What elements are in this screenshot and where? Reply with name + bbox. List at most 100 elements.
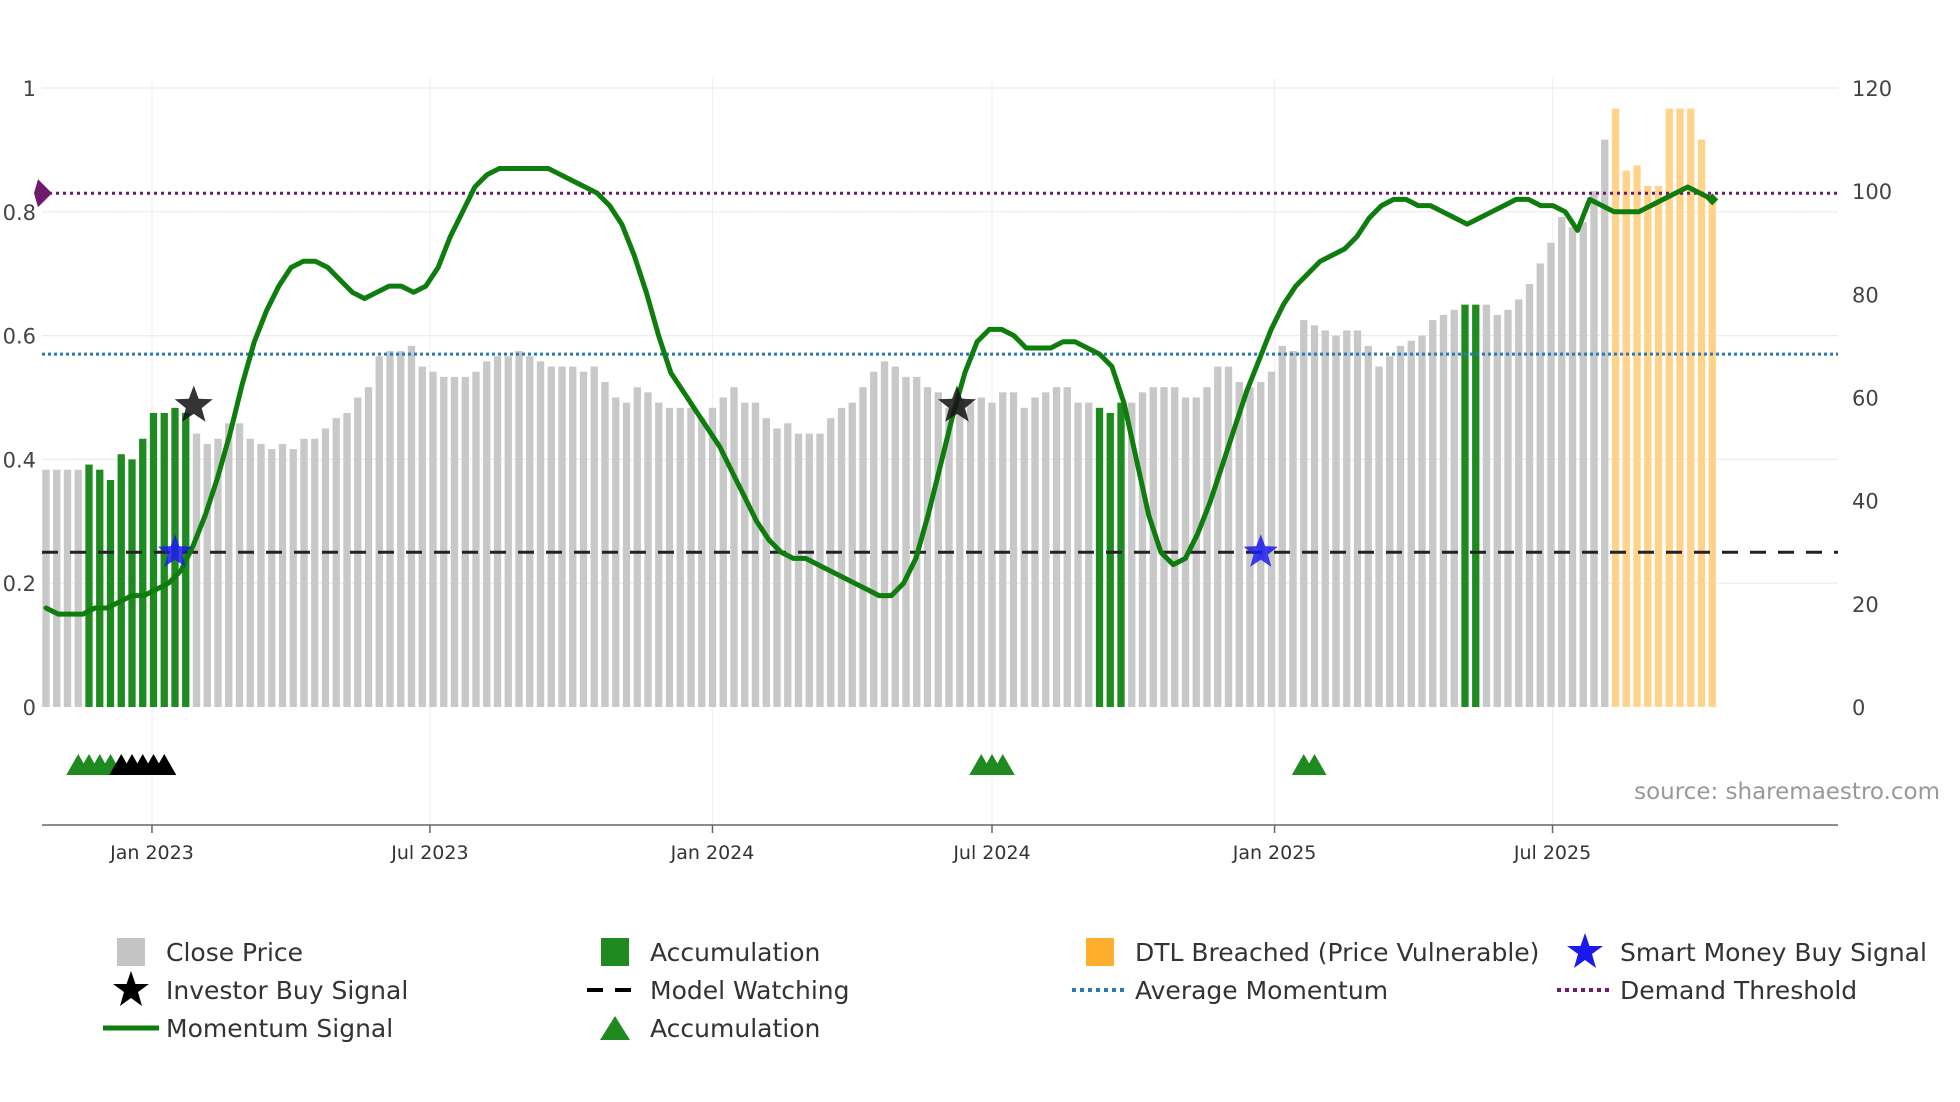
x-tick-label: Jan 2023 bbox=[109, 842, 194, 864]
price-bar bbox=[870, 371, 878, 707]
reference-lines bbox=[34, 179, 1838, 554]
price-bar bbox=[945, 407, 953, 707]
price-bar bbox=[1482, 304, 1491, 707]
price-bar bbox=[1407, 340, 1415, 707]
price-bar bbox=[1042, 392, 1050, 707]
price-bar bbox=[601, 382, 609, 707]
y-left-tick: 0.6 bbox=[3, 325, 36, 349]
price-bar bbox=[1493, 314, 1501, 707]
threshold-marker bbox=[34, 179, 52, 208]
price-bar bbox=[225, 423, 233, 707]
price-bar bbox=[902, 376, 910, 707]
price-bar bbox=[515, 351, 523, 707]
source-label: source: sharemaestro.com bbox=[1634, 779, 1940, 805]
x-tick-label: Jan 2024 bbox=[670, 842, 755, 864]
price-bar bbox=[655, 402, 663, 707]
y-right-tick: 120 bbox=[1852, 77, 1892, 101]
price-bar bbox=[300, 438, 308, 707]
price-bar bbox=[53, 469, 61, 707]
price-bar bbox=[708, 407, 717, 707]
momentum-line bbox=[43, 166, 1719, 617]
price-bar bbox=[343, 412, 351, 707]
price-bar bbox=[1267, 371, 1276, 707]
price-bar bbox=[547, 366, 555, 707]
y-right-tick: 20 bbox=[1852, 593, 1879, 617]
price-bar bbox=[934, 392, 942, 707]
price-bar bbox=[1353, 330, 1362, 707]
price-bar bbox=[741, 402, 749, 707]
price-bar bbox=[827, 418, 835, 707]
price-bar bbox=[784, 423, 792, 707]
price-bars bbox=[42, 108, 1716, 708]
price-bar bbox=[698, 418, 706, 707]
price-bar bbox=[149, 412, 158, 707]
y-left-tick: 0.2 bbox=[3, 572, 36, 596]
price-bar bbox=[1676, 108, 1684, 707]
y-left-tick: 1 bbox=[23, 77, 36, 101]
price-bar bbox=[762, 418, 770, 707]
price-bar bbox=[375, 356, 383, 707]
price-bar bbox=[139, 438, 147, 707]
x-tick-label: Jul 2025 bbox=[1513, 842, 1591, 864]
price-bar bbox=[988, 402, 996, 707]
price-bar bbox=[773, 428, 781, 707]
price-bar bbox=[1515, 299, 1523, 707]
price-bar bbox=[665, 407, 674, 707]
price-bar bbox=[1138, 392, 1147, 707]
price-bar bbox=[644, 392, 652, 707]
accumulation-triangle bbox=[990, 754, 1015, 775]
price-bar bbox=[1386, 356, 1394, 707]
price-bar bbox=[117, 454, 125, 707]
price-bar bbox=[429, 371, 437, 707]
price-bar bbox=[687, 407, 695, 707]
price-bar bbox=[1203, 387, 1211, 707]
x-tick-label: Jul 2023 bbox=[390, 842, 468, 864]
price-bar bbox=[1332, 335, 1340, 707]
price-bar bbox=[289, 449, 297, 707]
price-bar bbox=[558, 366, 566, 707]
price-bar bbox=[1568, 227, 1577, 707]
y-left-tick: 0 bbox=[23, 696, 36, 720]
price-bar bbox=[1117, 402, 1125, 707]
price-bar bbox=[42, 469, 50, 707]
price-bar bbox=[569, 366, 577, 707]
price-bar bbox=[1590, 191, 1598, 708]
price-bar bbox=[1461, 304, 1469, 707]
price-bar bbox=[364, 387, 373, 707]
price-bar bbox=[1579, 222, 1587, 707]
price-bar bbox=[1644, 186, 1652, 707]
price-bar bbox=[730, 387, 738, 707]
price-bar bbox=[1665, 108, 1673, 707]
price-bar bbox=[407, 345, 416, 707]
price-bar bbox=[1171, 387, 1179, 707]
price-bar bbox=[622, 402, 631, 707]
x-tick-label: Jul 2024 bbox=[952, 842, 1030, 864]
price-bar bbox=[1181, 397, 1190, 707]
price-bar bbox=[999, 392, 1007, 707]
price-bar bbox=[268, 449, 276, 707]
price-bar bbox=[966, 402, 975, 707]
price-bar bbox=[203, 443, 211, 707]
price-bar bbox=[859, 387, 867, 707]
price-bar bbox=[1396, 345, 1405, 707]
price-bar bbox=[848, 402, 856, 707]
price-bar bbox=[257, 443, 265, 707]
price-bar bbox=[1611, 108, 1620, 707]
price-bar bbox=[1364, 345, 1372, 707]
price-bar bbox=[816, 433, 824, 707]
price-bar bbox=[579, 371, 588, 707]
price-bar bbox=[1472, 304, 1480, 707]
price-bar bbox=[1224, 366, 1233, 707]
price-bar bbox=[332, 418, 340, 707]
price-bar bbox=[526, 356, 534, 707]
price-bar bbox=[837, 407, 846, 707]
price-bar bbox=[956, 397, 964, 707]
price-bar bbox=[1439, 314, 1448, 707]
price-bar bbox=[1687, 108, 1695, 707]
y-right-tick: 0 bbox=[1852, 696, 1865, 720]
price-bar bbox=[85, 464, 93, 707]
price-bar bbox=[1052, 387, 1061, 707]
price-bar bbox=[1601, 139, 1609, 707]
y-right-tick: 100 bbox=[1852, 180, 1892, 204]
